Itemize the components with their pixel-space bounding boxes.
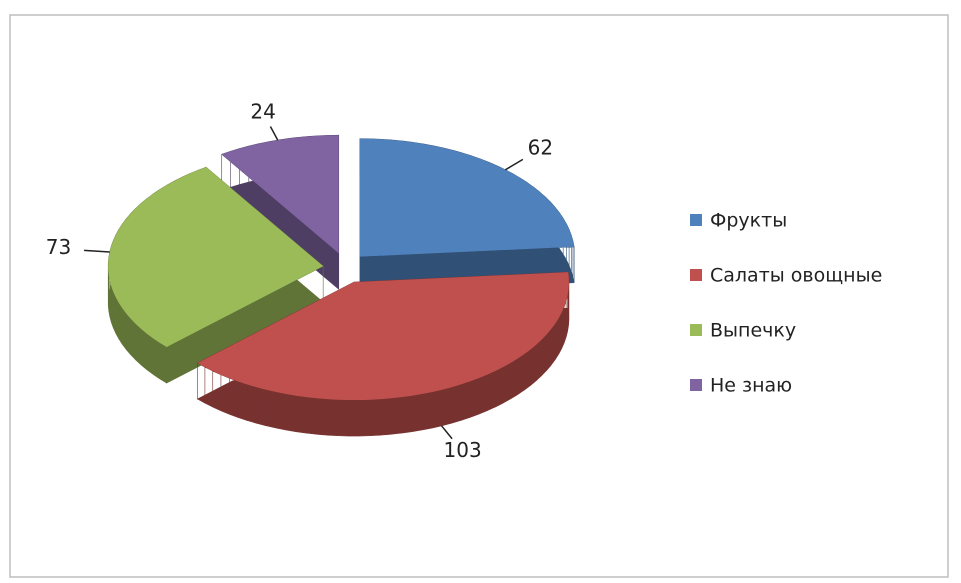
slice (108, 167, 324, 348)
leader-line (440, 425, 453, 440)
legend-swatch (690, 214, 702, 226)
plot-area: 62 103 73 24 (46, 99, 575, 462)
slice-side (197, 271, 570, 437)
legend-label: Выпечку (710, 320, 796, 342)
legend-swatch (690, 269, 702, 281)
legend-label: Фрукты (710, 210, 787, 232)
data-label: 73 (46, 235, 71, 259)
data-label: 62 (528, 135, 553, 159)
leader-line (84, 249, 110, 253)
slice (359, 138, 575, 257)
legend: Фрукты Салаты овощные Выпечку Не знаю (690, 210, 882, 397)
leader-line (505, 158, 524, 171)
slice (221, 135, 339, 254)
legend-swatch (690, 379, 702, 391)
slice (197, 272, 569, 401)
leader-line (269, 126, 279, 141)
legend-label: Салаты овощные (710, 265, 882, 287)
legend-swatch (690, 324, 702, 336)
data-label: 103 (444, 438, 482, 462)
legend-label: Не знаю (710, 375, 792, 397)
data-label: 24 (250, 99, 275, 123)
